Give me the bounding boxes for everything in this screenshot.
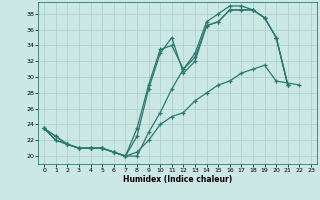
X-axis label: Humidex (Indice chaleur): Humidex (Indice chaleur) [123, 175, 232, 184]
